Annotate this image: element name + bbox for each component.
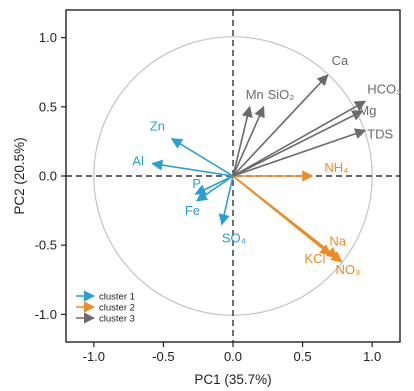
y-axis-title: PC2 (20.5%)	[12, 137, 27, 214]
loading-arrow	[232, 100, 367, 177]
variable-label: TDS	[367, 126, 393, 141]
loading-arrow	[232, 105, 253, 177]
variable-label: NO₃	[336, 262, 361, 277]
x-tick-label: 1.0	[363, 349, 381, 364]
variable-label: Ca	[332, 53, 349, 68]
variable-label: SO₄	[222, 230, 246, 245]
variable-label: P	[192, 176, 201, 191]
variable-label: KCl	[304, 251, 325, 266]
labels-layer: Zn Al P Fe SO₄ NH₄ Na KCl NO₃ Mn SiO₂ Ca HCO₃ Mg TDS	[132, 53, 401, 277]
loading-arrow	[170, 137, 234, 177]
variable-label: Zn	[150, 119, 165, 134]
x-tick-label: 0.5	[294, 349, 312, 364]
variable-label: NH₄	[324, 160, 348, 175]
loading-arrow	[151, 159, 234, 177]
loading-arrow	[232, 105, 265, 177]
legend-label: cluster 2	[99, 303, 135, 314]
x-axis-title: PC1 (35.7%)	[194, 372, 271, 387]
legend-label: cluster 1	[99, 292, 135, 303]
loading-arrow	[232, 74, 329, 177]
vectors-layer	[151, 74, 367, 263]
variable-label: Al	[132, 154, 144, 169]
x-tick-label: 0.0	[224, 349, 242, 364]
y-tick-label: 1.0	[39, 30, 57, 45]
x-tick-label: -1.0	[83, 349, 105, 364]
loading-arrow	[232, 110, 364, 177]
variable-label: Mg	[358, 103, 376, 118]
legend-label: cluster 3	[99, 314, 135, 325]
variable-label: SiO₂	[268, 87, 295, 102]
y-tick-label: -0.5	[35, 238, 57, 253]
loading-arrow	[195, 175, 234, 202]
loading-arrow	[218, 175, 234, 226]
variable-label: Fe	[185, 203, 200, 218]
loading-arrow	[232, 128, 367, 177]
variable-label: Na	[329, 234, 346, 249]
y-tick-label: 0.5	[39, 99, 57, 114]
variable-label: Mn	[246, 87, 264, 102]
variable-label: HCO₃	[367, 81, 401, 96]
y-tick-label: -1.0	[35, 307, 57, 322]
y-tick-label: 0.0	[39, 169, 57, 184]
loading-arrow	[232, 175, 343, 263]
x-tick-label: -0.5	[152, 349, 174, 364]
ticks-layer: -1.0 -0.5 0.0 0.5 1.0 -1.0 -0.5 0.0 0.5 1.0	[35, 30, 382, 364]
